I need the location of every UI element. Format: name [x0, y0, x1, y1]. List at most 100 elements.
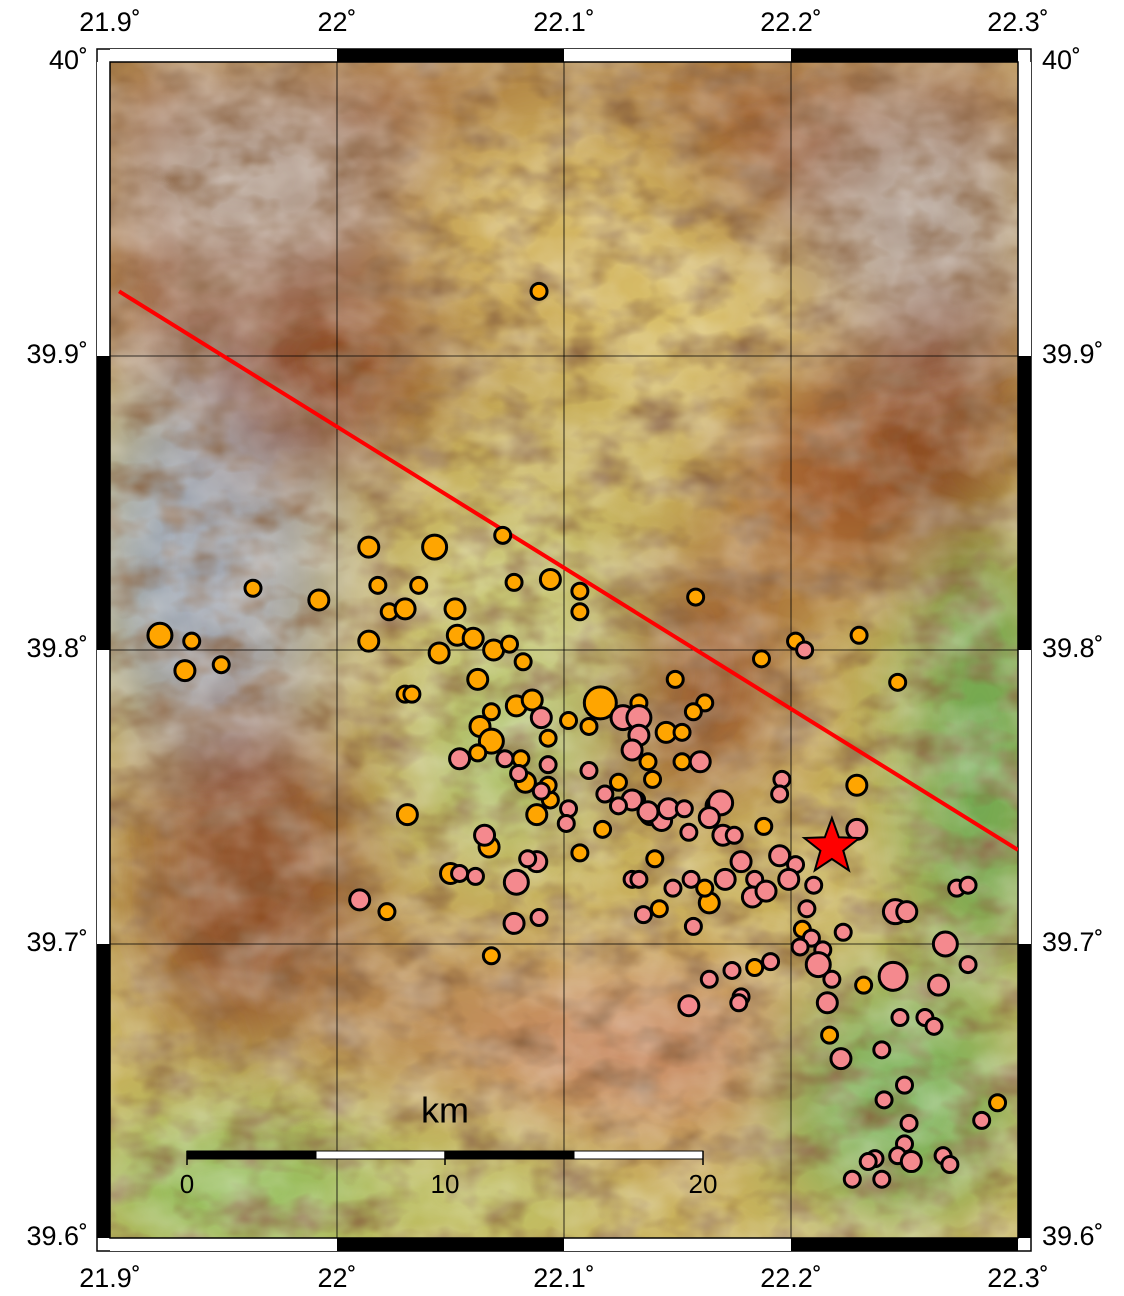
frame-segment	[97, 62, 110, 356]
epicenter	[525, 803, 549, 827]
frame-segment	[337, 49, 564, 62]
x-tick-label: 21.9˚	[79, 7, 141, 37]
epicenter	[958, 875, 978, 895]
epicenter	[636, 800, 660, 824]
epicenter	[595, 784, 615, 804]
frame-segment	[564, 1238, 791, 1251]
epicenter	[593, 819, 613, 839]
overlay	[118, 281, 1018, 1189]
epicenter	[395, 803, 419, 827]
epicenter	[629, 869, 649, 889]
epicenter	[820, 1025, 840, 1045]
epicenter	[468, 743, 488, 763]
epicenter	[531, 781, 551, 801]
epicenter	[307, 588, 331, 612]
epicenter	[466, 667, 490, 691]
frame-segment	[1018, 944, 1031, 1238]
frame-segment	[791, 1238, 1018, 1251]
epicenter	[899, 1113, 919, 1133]
frame-segment	[337, 1238, 564, 1251]
frame-segment	[97, 944, 110, 1238]
epicenter	[695, 878, 715, 898]
epicenter	[822, 969, 842, 989]
y-tick-label: 39.6˚	[26, 1221, 88, 1251]
epicenter	[529, 281, 549, 301]
epicenter	[502, 868, 530, 896]
scale-bar-label: 0	[180, 1169, 194, 1199]
epicenter	[495, 749, 515, 769]
epicenter	[538, 728, 558, 748]
epicenter	[940, 1155, 960, 1174]
epicenter	[570, 843, 590, 863]
epicenter	[924, 1016, 944, 1036]
epicenter	[443, 597, 467, 621]
epicenter	[665, 669, 685, 689]
epicenter	[804, 875, 824, 895]
main-shock-star	[801, 815, 863, 873]
epicenter	[500, 634, 520, 654]
epicenter	[888, 672, 908, 692]
epicenter	[681, 869, 701, 889]
epicenter	[556, 813, 576, 833]
epicenter	[146, 621, 174, 649]
epicenter	[770, 784, 790, 804]
x-tick-label: 22.2˚	[760, 7, 822, 37]
epicenter	[972, 1110, 992, 1130]
scale-bar-segment	[573, 1150, 704, 1160]
epicenter	[620, 738, 644, 762]
epicenter	[858, 1152, 878, 1172]
epicenter	[477, 727, 505, 755]
epicenter	[899, 1150, 923, 1174]
epicenter	[182, 631, 202, 651]
frame-segment	[1018, 356, 1031, 650]
epicenter	[890, 1008, 910, 1027]
epicenter	[461, 626, 485, 650]
frame-segment	[1018, 650, 1031, 944]
epicenter	[421, 533, 449, 561]
epicenter	[473, 823, 497, 847]
y-tick-label: 39.9˚	[1042, 339, 1104, 369]
epicenter	[243, 578, 263, 598]
epicenter	[448, 747, 472, 771]
epicenter	[724, 825, 744, 845]
epicenter	[504, 572, 524, 592]
epicenter	[608, 796, 628, 816]
epicenter	[368, 575, 388, 595]
epicenter	[845, 773, 869, 797]
epicenter	[815, 991, 839, 1015]
x-tick-label: 22.3˚	[987, 1263, 1049, 1293]
epicenter	[699, 969, 719, 989]
epicenter	[348, 888, 372, 912]
epicenter	[745, 958, 765, 978]
x-tick-label: 22.3˚	[987, 7, 1049, 37]
epicenter	[872, 1040, 892, 1060]
epicenter	[663, 878, 683, 898]
epicenter	[674, 799, 694, 819]
epicenter	[643, 769, 663, 789]
epicenter	[672, 752, 692, 772]
epicenter	[754, 879, 778, 903]
epicenter	[559, 711, 579, 731]
epicenter	[713, 867, 737, 891]
epicenter	[520, 688, 544, 712]
epicenter	[402, 684, 422, 704]
y-tick-label: 40˚	[1042, 45, 1081, 75]
epicenter	[450, 863, 470, 883]
epicenter	[518, 849, 538, 869]
x-tick-label: 22.1˚	[533, 7, 595, 37]
epicenter	[502, 911, 526, 935]
epicenter	[931, 930, 959, 958]
epicenter	[570, 581, 590, 601]
epicenter	[845, 817, 869, 841]
epicenter	[895, 900, 919, 924]
epicenter	[804, 951, 832, 979]
epicenter	[677, 994, 701, 1018]
epicenter	[582, 685, 618, 721]
epicenter	[513, 652, 533, 672]
scale-bar-segment	[315, 1150, 446, 1160]
epicenter	[958, 955, 978, 975]
frame-segment	[110, 1238, 337, 1251]
epicenter	[874, 1090, 894, 1110]
y-tick-label: 39.6˚	[1042, 1221, 1104, 1251]
